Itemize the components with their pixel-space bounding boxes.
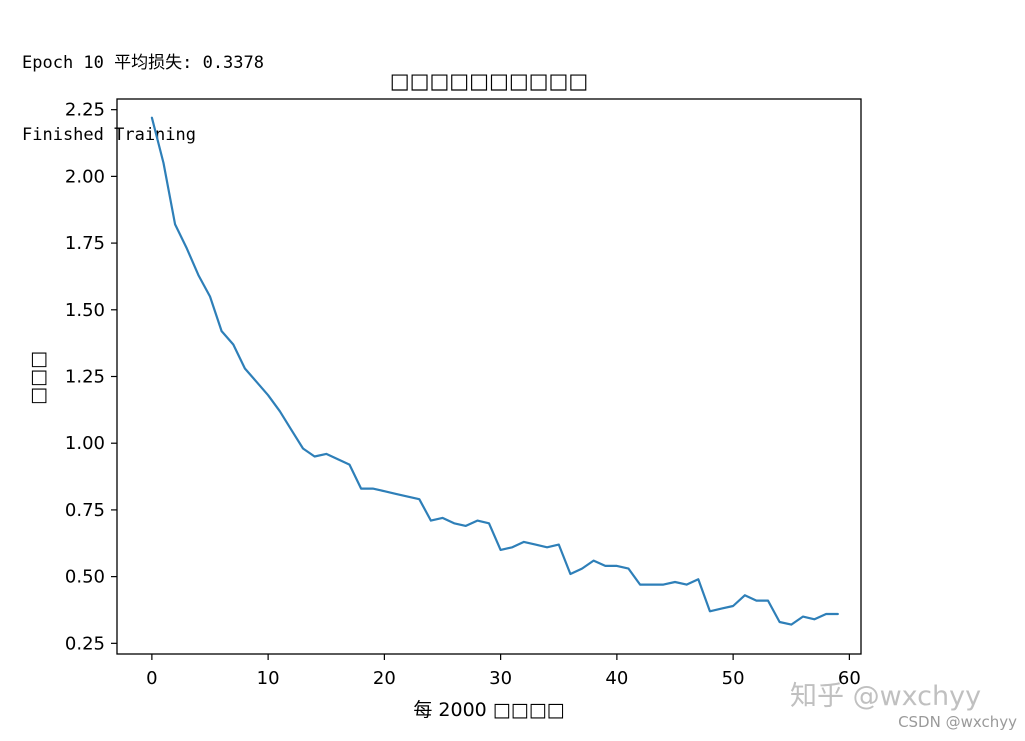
loss-points xyxy=(151,117,838,625)
y-tick-label: 1.75 xyxy=(65,233,105,254)
plot-frame xyxy=(116,98,862,655)
csdn-watermark: CSDN @wxchyy xyxy=(898,713,1017,731)
x-tick-label: 20 xyxy=(373,668,396,689)
loss-series-line xyxy=(150,116,839,626)
console-output: Epoch 10 平均损失: 0.3378 Finished Training xyxy=(22,3,264,171)
y-tick-label: 2.25 xyxy=(65,100,105,121)
x-tick-label: 30 xyxy=(489,668,512,689)
y-tick-label: 0.75 xyxy=(65,500,105,521)
x-tick-label: 40 xyxy=(605,668,628,689)
x-axis: 0 10 20 30 40 50 60 xyxy=(146,654,861,689)
y-tick-label: 1.25 xyxy=(65,367,105,388)
x-tick-label: 60 xyxy=(838,668,861,689)
zhihu-watermark: 知乎 @wxchyy xyxy=(790,681,982,712)
y-axis-label: □□□ xyxy=(27,351,49,405)
x-axis-label: 每 2000 □□□□ xyxy=(413,699,564,721)
y-tick-label: 0.25 xyxy=(65,633,105,654)
chart-title: □□□□□□□□□□ xyxy=(390,69,588,93)
y-tick-label: 1.50 xyxy=(65,300,105,321)
console-line-finished: Finished Training xyxy=(22,125,196,145)
y-axis: 0.25 0.50 0.75 1.00 1.25 1.50 1.75 2.00 2.25 xyxy=(65,100,117,654)
x-tick-label: 0 xyxy=(146,668,157,689)
y-tick-label: 2.00 xyxy=(65,166,105,187)
x-tick-label: 50 xyxy=(722,668,745,689)
y-tick-label: 0.50 xyxy=(65,567,105,588)
x-tick-label: 10 xyxy=(257,668,280,689)
console-line-epoch: Epoch 10 平均损失: 0.3378 xyxy=(22,53,264,73)
y-tick-label: 1.00 xyxy=(65,433,105,454)
